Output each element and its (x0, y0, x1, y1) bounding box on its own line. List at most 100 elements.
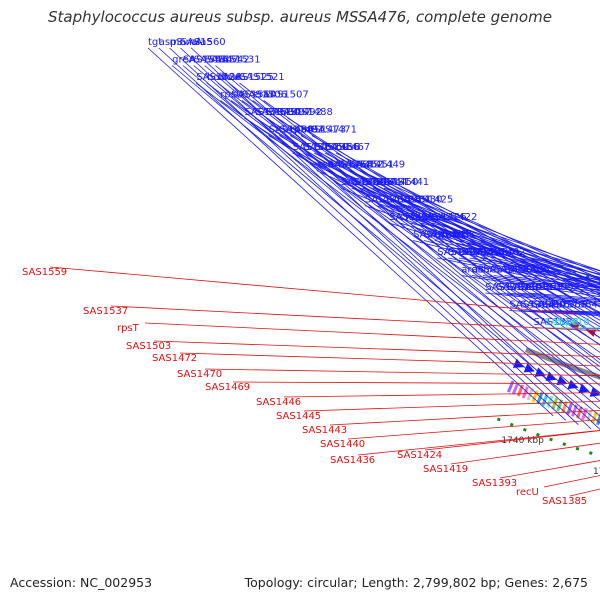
cog-color-band (507, 380, 515, 393)
top-gene-label: asnC (472, 265, 497, 276)
top-label-leader (388, 222, 600, 288)
top-gene-label: SAS1400 (496, 282, 541, 293)
top-gene-label: SAS1431 (387, 195, 432, 206)
genome-rings (496, 264, 600, 458)
bottom-label-leader (153, 340, 600, 358)
top-gene-label: rnpB (555, 317, 579, 328)
top-label-leader (311, 135, 600, 302)
top-gene-label: SAS1405 (470, 247, 515, 258)
top-gene-label: SAS1471 (312, 125, 357, 136)
top-gene-label: alaS (191, 37, 212, 48)
top-label-leader (338, 170, 600, 291)
top-label-leader (316, 170, 600, 302)
top-gene-label: SAS1531 (215, 55, 260, 66)
bottom-gene-label: SAS1446 (256, 397, 301, 408)
top-gene-label: SAS1506 (242, 90, 287, 101)
top-label-leader (265, 117, 600, 332)
bottom-gene-label: SAS1436 (330, 455, 375, 466)
top-label-leader (147, 47, 554, 417)
top-gene-label: SAS1430 (397, 195, 442, 206)
top-gene-label: SAS1451 (349, 160, 394, 171)
cog-color-band (536, 391, 544, 405)
top-gene-label: SAS1438 (365, 195, 410, 206)
top-gene-label: SAS1488 (288, 107, 333, 118)
cog-color-band (556, 399, 564, 412)
top-label-leader (158, 47, 567, 421)
top-gene-label: SAS1384 (553, 300, 598, 311)
bottom-gene-label: rpsT (117, 323, 140, 334)
top-gene-label: SAS1448 (341, 177, 386, 188)
top-gene-label: tgt (148, 37, 162, 48)
bottom-label-leader (303, 400, 600, 412)
top-gene-label: SAS1403 (448, 247, 493, 258)
kbp-tick-label: 1740 kbp (501, 436, 544, 446)
top-gene-label: ubiE (446, 230, 468, 241)
top-gene-label: cmk (400, 212, 421, 223)
reverse-gene-arrow (585, 329, 597, 337)
top-gene-label: SAS1426 (421, 212, 466, 223)
top-label-leader (383, 187, 600, 274)
bottom-label-leader (424, 430, 600, 451)
forward-gene-arrow (567, 379, 579, 390)
top-gene-label: SAS1504 (244, 107, 289, 118)
forward-gene-arrow (556, 375, 568, 386)
top-gene-label: SAS1447 (352, 177, 397, 188)
top-gene-label: xseA (317, 160, 341, 171)
top-label-leader (373, 187, 600, 279)
top-gene-label: SAS1401 (485, 282, 530, 293)
top-gene-label: SAS1425 (408, 195, 453, 206)
cog-color-band (581, 407, 588, 421)
top-label-leader (434, 240, 600, 281)
bottom-label-leader (450, 442, 600, 465)
cog-color-band (546, 395, 554, 408)
kbp-ticks: 1740 kbp1720 kbp1700 kbp1680 kbp1660 kbp… (501, 436, 600, 477)
top-gene-label: SAS1560 (181, 37, 226, 48)
bottom-gene-label: SAS1469 (205, 382, 250, 393)
cog-color-band (531, 390, 539, 403)
top-label-leader (244, 117, 600, 346)
top-gene-label: SAS1421 (413, 230, 458, 241)
top-gene-label: SAS1492 (277, 107, 322, 118)
top-gene-label: SAS1545 (183, 55, 228, 66)
top-label-leader (287, 117, 600, 318)
top-gene-label: SAS1521 (240, 72, 285, 83)
bottom-gene-label: SAS1443 (302, 425, 347, 436)
forward-gene-arrow (512, 358, 525, 368)
top-label-leader (407, 205, 600, 272)
top-gene-label: rpmG (290, 125, 318, 136)
top-label-leader (182, 65, 600, 417)
top-gene-label: nusB (336, 142, 361, 153)
top-label-leader (327, 170, 600, 297)
cog-color-band (541, 393, 549, 407)
top-gene-label: gpsA (435, 230, 460, 241)
top-gene-label: SAS1500 (255, 107, 300, 118)
top-gene-label: era (253, 90, 269, 101)
top-gene-label: SAS1525 (229, 72, 274, 83)
accession-text: Accession: NC_002953 (10, 575, 153, 590)
top-gene-label: SAS1497 (266, 107, 311, 118)
top-label-leader (193, 65, 600, 410)
top-label-leader (340, 187, 600, 294)
forward-gene-arrow (523, 363, 535, 373)
bottom-gene-label: SAS1537 (83, 306, 128, 317)
top-gene-label: greA (172, 55, 195, 66)
top-gene-label: holA (207, 72, 229, 83)
bottom-gene-label: SAS1470 (177, 369, 222, 380)
top-label-leader (445, 240, 600, 278)
bottom-gene-label: SAS1472 (152, 353, 197, 364)
top-gene-label: SAS1402 (480, 247, 525, 258)
bottom-label-leader (329, 409, 600, 426)
top-gene-label: SAS1458 (328, 160, 373, 171)
top-gene-label: SAS1542 (205, 55, 250, 66)
cog-color-band (586, 409, 593, 422)
top-gene-label: SAS1420 (424, 230, 469, 241)
top-gene-label: SAS1452 (338, 160, 383, 171)
top-gene-label: SAS1491 (279, 125, 324, 136)
bottom-gene-label: recU (516, 487, 539, 498)
top-label-leader (180, 47, 592, 430)
top-gene-label: dnaK (218, 72, 244, 83)
top-gene-label: SAS1390 (520, 300, 565, 311)
cog-color-band (521, 386, 529, 399)
top-gene-label: SAS1398 (518, 282, 563, 293)
